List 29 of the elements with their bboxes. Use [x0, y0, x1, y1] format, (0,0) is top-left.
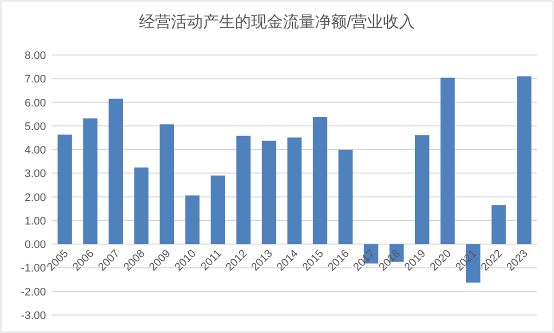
bar — [160, 124, 174, 244]
bar — [236, 136, 251, 244]
bar — [440, 78, 455, 244]
y-tick-label: 6.00 — [24, 97, 46, 110]
y-tick-label: 8.00 — [24, 50, 46, 62]
y-tick-label: 0.00 — [24, 239, 46, 252]
y-tick-label: 7.00 — [24, 74, 46, 86]
bar — [58, 134, 72, 244]
bar — [262, 140, 276, 244]
bar — [287, 137, 302, 244]
bar — [185, 195, 200, 244]
y-tick-label: -1.00 — [20, 262, 46, 275]
bar — [414, 135, 430, 244]
bar — [210, 176, 226, 244]
bar — [83, 118, 98, 244]
chart-title: 经营活动产生的现金流量净额/营业收入 — [138, 13, 416, 31]
y-tick-label: -3.00 — [20, 310, 46, 322]
bar — [492, 205, 506, 244]
bar — [338, 150, 353, 244]
y-tick-label: 2.00 — [24, 192, 46, 204]
bar — [108, 98, 123, 244]
bar — [517, 76, 532, 244]
bar — [312, 116, 328, 244]
y-tick-label: 3.00 — [24, 168, 46, 180]
y-tick-label: 5.00 — [24, 120, 46, 133]
y-tick-label: -2.00 — [20, 286, 46, 298]
y-tick-label: 4.00 — [24, 144, 46, 157]
y-tick-label: 1.00 — [24, 215, 46, 228]
bar — [134, 168, 148, 244]
